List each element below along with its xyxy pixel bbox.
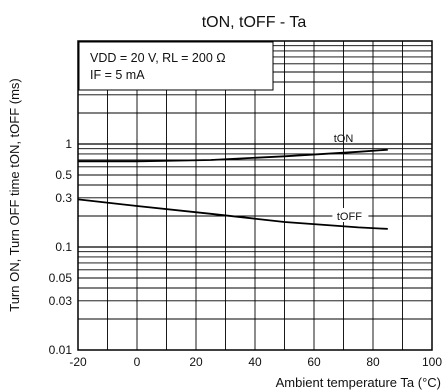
series-line-ton [78, 148, 388, 163]
y-tick-labels: 0.01 0.03 0.05 0.1 0.3 0.5 1 [49, 137, 73, 357]
series-label-background [330, 207, 369, 222]
y-tick-label: 0.1 [55, 240, 72, 254]
condition-box [78, 41, 274, 91]
condition-line-2: IF = 5 mA [90, 68, 145, 82]
x-tick-labels: -20 0 20 40 60 80 100 [69, 355, 442, 369]
y-tick-label: 0.3 [55, 191, 72, 205]
x-tick-label: 0 [134, 355, 141, 369]
x-tick-label: 60 [307, 355, 321, 369]
plot-frame [77, 40, 433, 351]
x-tick-label: -20 [69, 355, 87, 369]
y-tick-label: 1 [65, 137, 72, 151]
x-tick-label: 100 [422, 355, 442, 369]
chart-title: tON, tOFF - Ta [202, 14, 307, 31]
series-labels: tON tOFF [327, 133, 369, 223]
y-tick-label: 0.01 [49, 343, 73, 357]
series-line-toff [77, 198, 388, 230]
x-tick-label: 80 [366, 355, 380, 369]
x-axis-label: Ambient temperature Ta (°C) [276, 375, 441, 390]
x-tick-label: 40 [248, 355, 262, 369]
y-tick-label: 0.05 [49, 271, 73, 285]
x-tick-label: 20 [189, 355, 203, 369]
y-tick-label: 0.5 [55, 168, 72, 182]
y-axis-label: Turn ON, Turn OFF time tON, tOFF (ms) [7, 78, 22, 312]
y-tick-label: 0.03 [49, 294, 73, 308]
series-label-ton: tON [334, 133, 354, 145]
condition-line-1: VDD = 20 V, RL = 200 Ω [90, 51, 226, 65]
grid [78, 41, 432, 350]
curves [77, 148, 388, 230]
series-label-toff: tOFF [337, 211, 362, 223]
